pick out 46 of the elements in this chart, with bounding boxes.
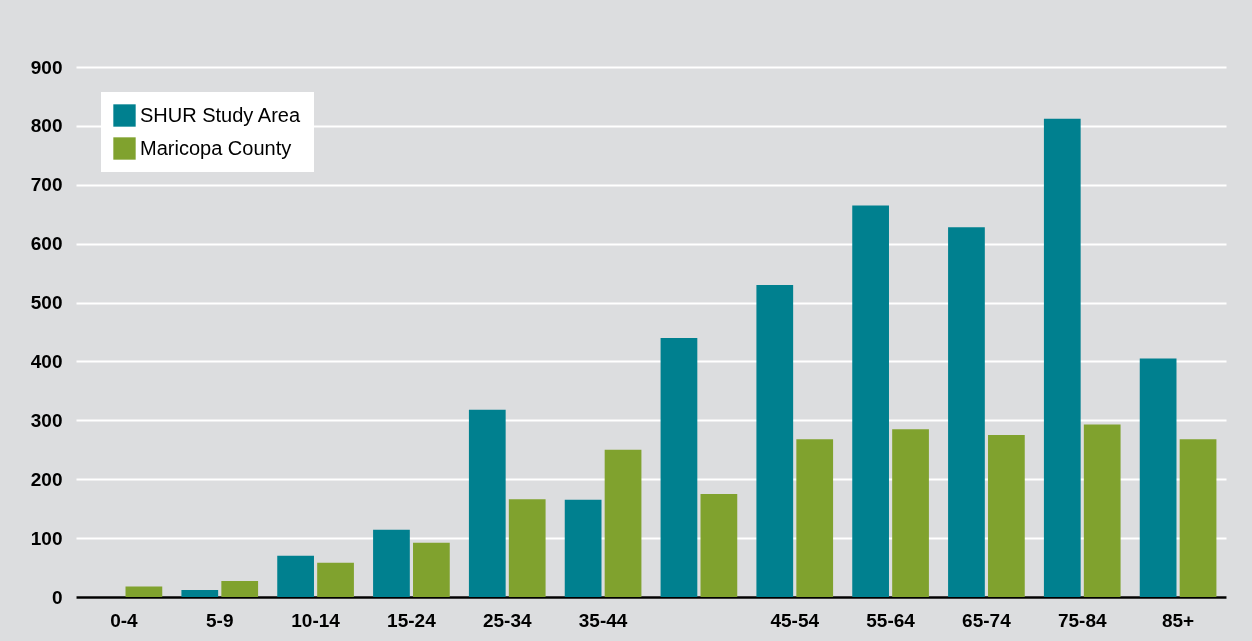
x-tick-label: 55-64 xyxy=(866,609,916,631)
bar xyxy=(508,499,546,597)
bar xyxy=(852,205,889,597)
bar xyxy=(468,409,506,597)
bar xyxy=(892,429,929,597)
bar xyxy=(1083,424,1121,597)
y-tick-label: 800 xyxy=(30,115,63,137)
bar xyxy=(604,449,642,597)
bar xyxy=(317,562,354,597)
y-tick-label: 600 xyxy=(30,233,63,255)
y-tick-label: 900 xyxy=(30,56,63,78)
bar xyxy=(1043,118,1081,597)
y-tick-label: 0 xyxy=(51,586,63,608)
bar xyxy=(1139,358,1177,597)
bar xyxy=(413,542,450,597)
bar xyxy=(181,589,219,597)
legend-label: Maricopa County xyxy=(140,136,292,159)
bar xyxy=(221,581,259,597)
bar xyxy=(373,529,410,597)
bar xyxy=(277,555,314,597)
y-tick-label: 400 xyxy=(30,350,63,372)
bar xyxy=(756,284,794,597)
legend-label: SHUR Study Area xyxy=(140,103,301,126)
x-tick-label: 45-54 xyxy=(770,609,820,631)
y-tick-label: 100 xyxy=(30,527,63,549)
bar xyxy=(564,499,602,597)
x-tick-label: 85+ xyxy=(1161,609,1195,631)
x-tick-label: 15-24 xyxy=(387,609,437,631)
y-tick-label: 700 xyxy=(30,174,63,196)
bar xyxy=(125,586,163,597)
bar xyxy=(700,493,738,597)
bar xyxy=(1179,439,1217,597)
bar xyxy=(796,439,834,597)
x-tick-label: 35-44 xyxy=(578,609,628,631)
x-tick-label: 10-14 xyxy=(291,609,341,631)
y-tick-label: 500 xyxy=(30,292,63,314)
bar xyxy=(660,337,698,597)
x-tick-label: 65-74 xyxy=(962,609,1012,631)
x-tick-label: 75-84 xyxy=(1057,609,1107,631)
bar xyxy=(948,227,985,597)
bar xyxy=(988,435,1025,597)
y-tick-label: 200 xyxy=(30,468,63,490)
x-tick-label: 0-4 xyxy=(110,609,139,631)
y-tick-label: 300 xyxy=(30,409,63,431)
x-tick-label: 25-34 xyxy=(482,609,532,631)
x-tick-label: 5-9 xyxy=(206,609,234,631)
